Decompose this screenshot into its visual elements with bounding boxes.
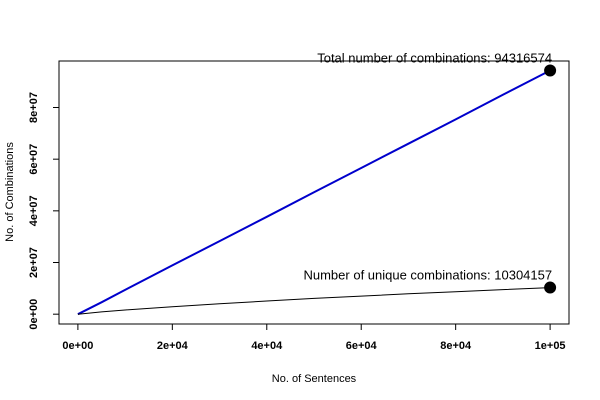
x-tick-label: 2e+04 — [157, 340, 189, 352]
x-tick-label: 0e+00 — [62, 340, 93, 352]
x-axis-title: No. of Sentences — [272, 373, 357, 385]
x-tick-label: 4e+04 — [251, 340, 283, 352]
y-axis: 0e+00 2e+07 4e+07 6e+07 8e+07 — [28, 92, 60, 330]
y-tick-label: 2e+07 — [28, 247, 40, 278]
x-tick-label: 1e+05 — [535, 340, 566, 352]
endpoint-marker-1 — [544, 281, 557, 294]
annotations: Total number of combinations: 94316574 Nu… — [303, 51, 557, 294]
x-tick-label: 8e+04 — [440, 340, 472, 352]
y-axis-title: No. of Combinations — [4, 142, 16, 242]
y-tick-label: 0e+00 — [28, 299, 40, 330]
endpoint-label-1: Number of unique combinations: 10304157 — [303, 268, 552, 283]
x-axis: 0e+00 2e+04 4e+04 6e+04 8e+04 1e+05 — [62, 323, 566, 352]
x-tick-label: 6e+04 — [346, 340, 378, 352]
series-layer — [77, 69, 551, 316]
y-tick-label: 4e+07 — [28, 195, 40, 226]
series-line-1 — [77, 287, 551, 315]
series-line-0 — [77, 69, 551, 316]
endpoint-marker-0 — [544, 64, 557, 77]
y-tick-label: 6e+07 — [28, 144, 40, 175]
y-tick-label: 8e+07 — [28, 92, 40, 123]
endpoint-label-0: Total number of combinations: 94316574 — [317, 51, 552, 66]
